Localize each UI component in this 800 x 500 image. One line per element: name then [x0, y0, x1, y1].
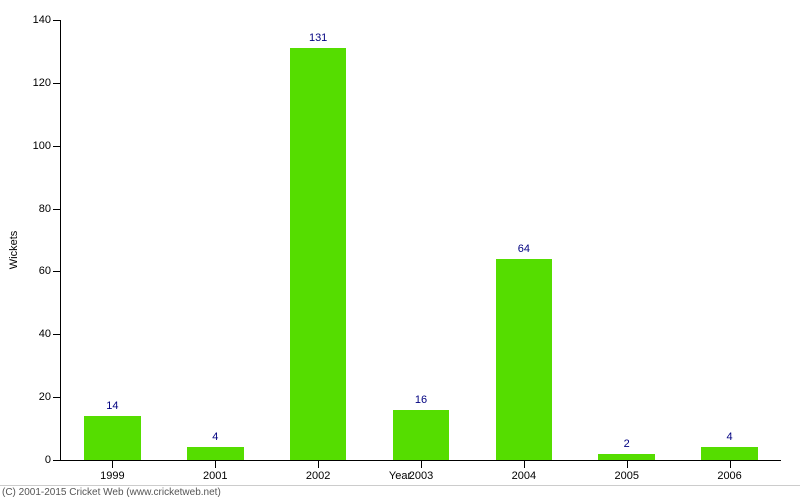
divider — [0, 485, 800, 486]
x-tick-label: 2005 — [614, 470, 638, 482]
bar: 4 — [187, 447, 244, 460]
x-tick — [524, 460, 525, 468]
y-tick-label: 140 — [33, 14, 51, 26]
x-tick-label: 1999 — [100, 470, 124, 482]
bar-value-label: 64 — [518, 243, 530, 255]
bar: 131 — [290, 48, 347, 460]
bar-value-label: 2 — [624, 438, 630, 450]
y-tick — [53, 20, 61, 21]
y-tick-label: 40 — [39, 328, 51, 340]
y-tick — [53, 271, 61, 272]
x-tick — [730, 460, 731, 468]
y-axis-title: Wickets — [8, 231, 20, 270]
bar-value-label: 14 — [106, 400, 118, 412]
y-tick — [53, 209, 61, 210]
bar-value-label: 131 — [309, 32, 327, 44]
plot-area: 0204060801001201401999142001420021312003… — [60, 20, 781, 461]
bar: 4 — [701, 447, 758, 460]
bar: 14 — [84, 416, 141, 460]
bar: 2 — [598, 454, 655, 460]
bar: 64 — [496, 259, 553, 460]
bar-value-label: 4 — [212, 431, 218, 443]
x-tick-label: 2001 — [203, 470, 227, 482]
y-tick-label: 100 — [33, 140, 51, 152]
x-tick — [318, 460, 319, 468]
x-tick-label: 2004 — [512, 470, 536, 482]
copyright-text: (C) 2001-2015 Cricket Web (www.cricketwe… — [2, 487, 221, 498]
y-tick — [53, 397, 61, 398]
chart-container: Wickets 0 20 40 60 80 100 120 140 1999 14 2001 4 200… — [0, 0, 800, 500]
y-tick — [53, 460, 61, 461]
bar-value-label: 4 — [727, 431, 733, 443]
y-tick — [53, 83, 61, 84]
x-tick — [421, 460, 422, 468]
x-tick-label: 2002 — [306, 470, 330, 482]
y-tick-label: 20 — [39, 391, 51, 403]
x-tick-label: 2006 — [717, 470, 741, 482]
y-tick-label: 120 — [33, 77, 51, 89]
bar-value-label: 16 — [415, 394, 427, 406]
x-axis-title: Year — [389, 470, 411, 482]
y-tick-label: 60 — [39, 265, 51, 277]
x-tick-label: 2003 — [409, 470, 433, 482]
y-tick — [53, 334, 61, 335]
x-tick — [215, 460, 216, 468]
x-tick — [627, 460, 628, 468]
y-tick-label: 0 — [45, 454, 51, 466]
x-tick — [112, 460, 113, 468]
bar: 16 — [393, 410, 450, 460]
y-tick-label: 80 — [39, 203, 51, 215]
y-tick — [53, 146, 61, 147]
